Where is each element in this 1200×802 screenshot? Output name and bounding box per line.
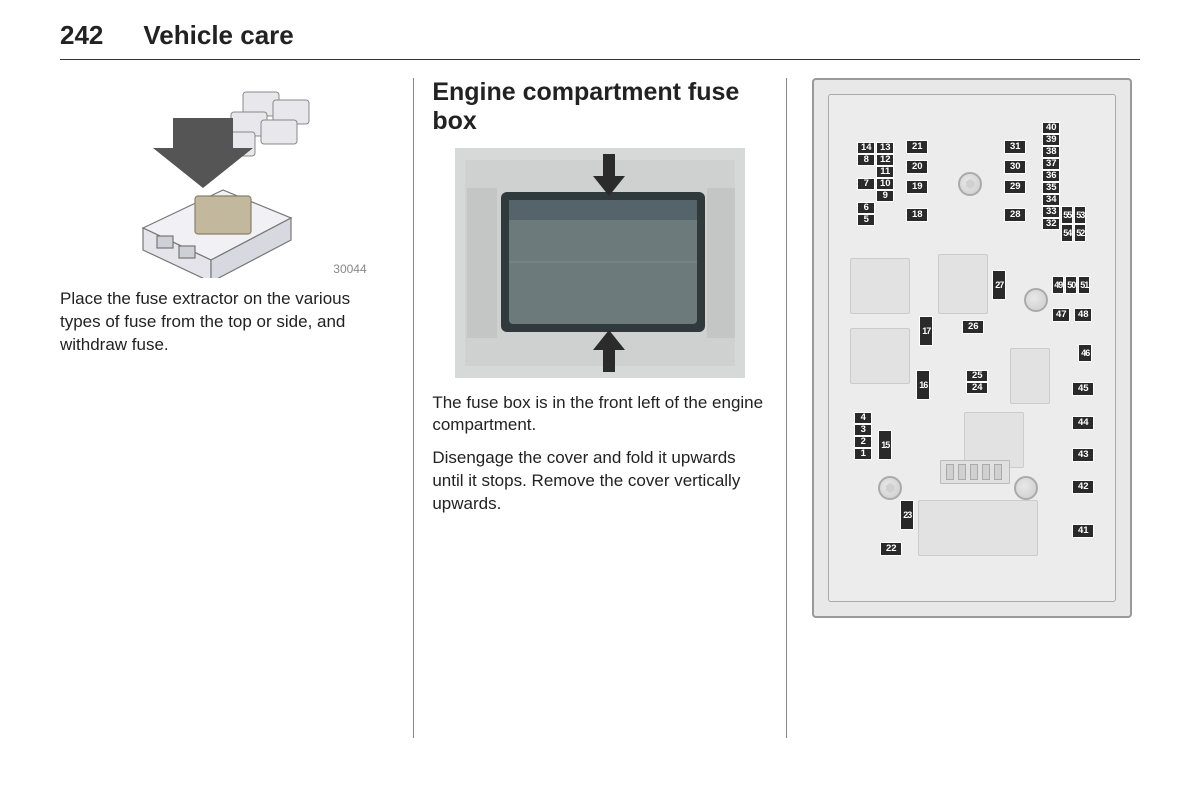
- fuse-label-34: 34: [1042, 194, 1060, 206]
- fuse-label-16: 16: [916, 370, 930, 400]
- fuse-label-17: 17: [919, 316, 933, 346]
- illustration-id: 30044: [333, 262, 366, 276]
- fuse-label-31: 31: [1004, 140, 1026, 154]
- fuse-label-11: 11: [876, 166, 894, 178]
- fuse-label-49: 49: [1052, 276, 1064, 294]
- fuse-label-7: 7: [857, 178, 875, 190]
- fuse-slot-ghost: [850, 258, 910, 314]
- fuse-label-38: 38: [1042, 146, 1060, 158]
- page-number: 242: [60, 20, 103, 51]
- fuse-label-46: 46: [1078, 344, 1092, 362]
- fuse-label-40: 40: [1042, 122, 1060, 134]
- fuse-label-43: 43: [1072, 448, 1094, 462]
- fuse-label-52: 52: [1074, 224, 1086, 242]
- fuse-label-21: 21: [906, 140, 928, 154]
- fuse-label-54: 54: [1061, 224, 1073, 242]
- col2-heading: Engine compartment fuse box: [432, 78, 767, 136]
- fuse-label-1: 1: [854, 448, 872, 460]
- fuse-slot-ghost: [918, 500, 1038, 556]
- fuse-label-8: 8: [857, 154, 875, 166]
- fuse-label-14: 14: [857, 142, 875, 154]
- fuse-label-4: 4: [854, 412, 872, 424]
- fuse-box-photo-illustration: [455, 148, 745, 378]
- fuse-label-37: 37: [1042, 158, 1060, 170]
- fuse-slot-ghost: [1010, 348, 1050, 404]
- fuse-label-33: 33: [1042, 206, 1060, 218]
- fuse-label-55: 55: [1061, 206, 1073, 224]
- fuse-label-41: 41: [1072, 524, 1094, 538]
- fuse-box-diagram: 1481312117109652120191831302928403938373…: [812, 78, 1132, 618]
- fuse-label-12: 12: [876, 154, 894, 166]
- fuse-label-42: 42: [1072, 480, 1094, 494]
- fuse-label-5: 5: [857, 214, 875, 226]
- fuse-label-32: 32: [1042, 218, 1060, 230]
- fuse-label-24: 24: [966, 382, 988, 394]
- fuse-extractor-illustration: 30044: [83, 78, 373, 278]
- section-title: Vehicle care: [143, 20, 293, 51]
- col2-p2: Disengage the cover and fold it upwards …: [432, 447, 767, 516]
- fuse-label-48: 48: [1074, 308, 1092, 322]
- fuse-label-51: 51: [1078, 276, 1090, 294]
- page-header: 242 Vehicle care: [60, 20, 1140, 60]
- fuse-label-6: 6: [857, 202, 875, 214]
- fuse-label-35: 35: [1042, 182, 1060, 194]
- fuse-label-25: 25: [966, 370, 988, 382]
- fuse-label-29: 29: [1004, 180, 1026, 194]
- fuse-label-39: 39: [1042, 134, 1060, 146]
- fuse-label-10: 10: [876, 178, 894, 190]
- content-columns: 30044 Place the fuse extractor on the va…: [60, 78, 1140, 738]
- fuse-label-45: 45: [1072, 382, 1094, 396]
- column-1: 30044 Place the fuse extractor on the va…: [60, 78, 413, 738]
- col2-p1: The fuse box is in the front left of the…: [432, 392, 767, 438]
- fuse-label-44: 44: [1072, 416, 1094, 430]
- fuse-label-19: 19: [906, 180, 928, 194]
- fuse-label-3: 3: [854, 424, 872, 436]
- fuse-label-50: 50: [1065, 276, 1077, 294]
- col1-text: Place the fuse extractor on the various …: [60, 288, 395, 357]
- fuse-label-47: 47: [1052, 308, 1070, 322]
- fuse-label-2: 2: [854, 436, 872, 448]
- fuse-label-20: 20: [906, 160, 928, 174]
- fuse-label-22: 22: [880, 542, 902, 556]
- fuse-label-13: 13: [876, 142, 894, 154]
- column-2: Engine compartment fuse box The fuse box…: [413, 78, 785, 738]
- fuse-label-30: 30: [1004, 160, 1026, 174]
- fuse-slot-ghost: [938, 254, 988, 314]
- fuse-label-23: 23: [900, 500, 914, 530]
- fuse-label-36: 36: [1042, 170, 1060, 182]
- fuse-label-15: 15: [878, 430, 892, 460]
- fuse-label-28: 28: [1004, 208, 1026, 222]
- fuse-label-26: 26: [962, 320, 984, 334]
- fuse-label-18: 18: [906, 208, 928, 222]
- fuse-slot-ghost: [850, 328, 910, 384]
- fuse-label-27: 27: [992, 270, 1006, 300]
- column-3: 1481312117109652120191831302928403938373…: [786, 78, 1140, 738]
- fuse-label-53: 53: [1074, 206, 1086, 224]
- fuse-label-9: 9: [876, 190, 894, 202]
